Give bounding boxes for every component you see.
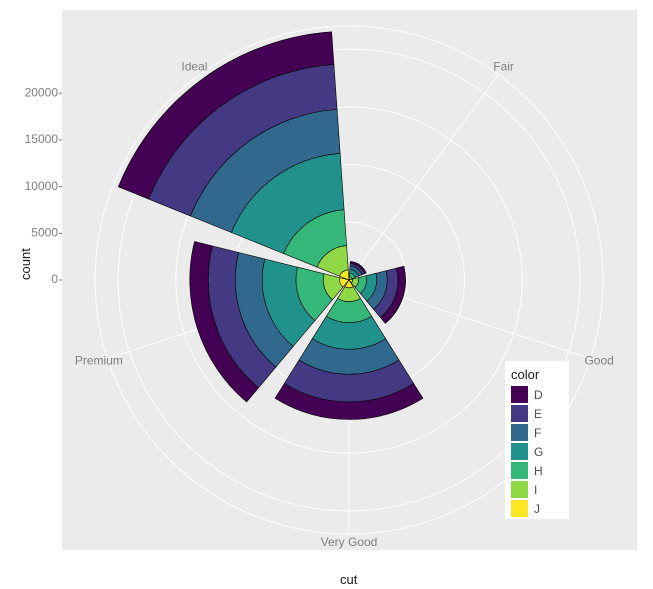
legend-item-I: I [511,481,563,498]
legend-label-H: H [534,464,543,478]
legend-item-F: F [511,424,563,441]
category-label-Premium: Premium [75,353,123,367]
legend-swatch-D [511,386,528,403]
category-label-Fair: Fair [493,59,514,73]
legend-swatch-J [511,500,528,517]
legend-swatch-H [511,462,528,479]
legend-label-D: D [534,388,543,402]
legend-label-J: J [534,502,540,516]
legend-label-E: E [534,407,542,421]
legend-item-D: D [511,386,563,403]
legend-swatch-I [511,481,528,498]
category-label-Very-Good: Very Good [321,535,378,549]
legend: color DEFGHIJ [505,361,569,519]
category-label-Ideal: Ideal [181,59,207,73]
legend-item-H: H [511,462,563,479]
category-label-Good: Good [584,353,613,367]
legend-label-F: F [534,426,541,440]
x-axis-title: cut [340,572,357,587]
legend-item-J: J [511,500,563,517]
legend-title: color [511,367,569,382]
legend-swatch-G [511,443,528,460]
legend-label-G: G [534,445,543,459]
legend-swatch-E [511,405,528,422]
r-tick-label: 0 [51,272,58,286]
r-tick-label: 10000 [25,179,59,193]
r-tick-label: 20000 [25,85,59,99]
legend-label-I: I [534,483,537,497]
r-tick-label: 5000 [31,225,58,239]
grid-spoke [349,75,498,280]
legend-swatch-F [511,424,528,441]
wedge-Very-Good-H [326,298,371,322]
r-tick-label: 15000 [25,132,59,146]
legend-item-E: E [511,405,563,422]
legend-item-G: G [511,443,563,460]
y-axis-title: count [18,248,33,280]
